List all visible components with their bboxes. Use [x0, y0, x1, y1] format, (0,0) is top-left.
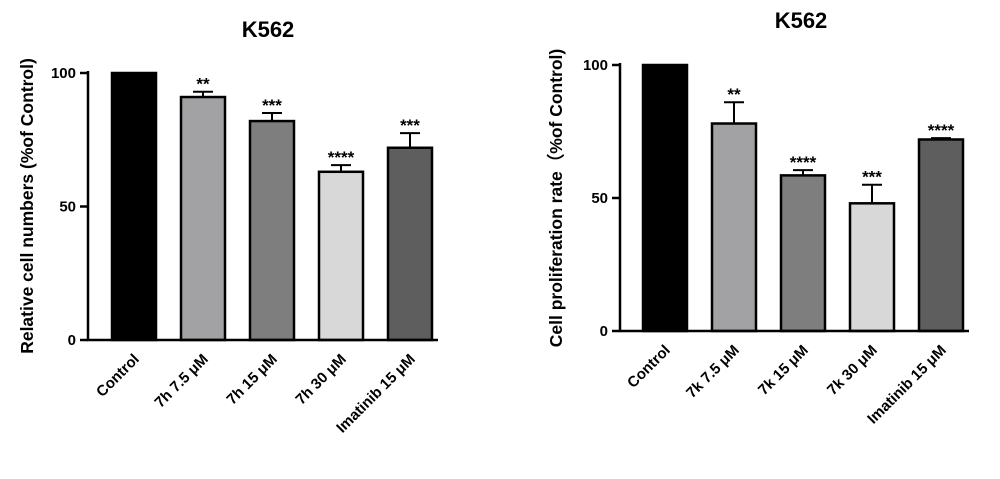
y-tick-label: 50	[59, 199, 76, 216]
y-tick-label: 50	[591, 190, 608, 207]
significance-label: **	[727, 85, 741, 104]
category-label: 7h 7.5 μM	[151, 351, 211, 411]
chart-left: K562 Relative cell numbers (%of Control) C…	[17, 17, 438, 437]
category-label: 7k 30 μM	[824, 342, 881, 399]
significance-label: ****	[328, 148, 355, 167]
significance-label: ***	[400, 116, 420, 135]
significance-label: ****	[928, 121, 955, 140]
y-tick-label: 0	[600, 323, 608, 340]
significance-label: **	[196, 75, 210, 94]
bar-7k-30-m	[850, 203, 894, 331]
y-axis-label: Cell proliferation rate（%of Control)	[546, 49, 566, 347]
category-label: Control	[93, 351, 143, 401]
bar-7h-30-m	[319, 172, 363, 340]
y-tick-label: 100	[583, 57, 608, 74]
y-axis-label: Relative cell numbers (%of Control)	[17, 58, 37, 354]
chart-title: K562	[242, 17, 295, 42]
significance-label: ****	[790, 153, 817, 172]
category-label: 7k 15 μM	[755, 342, 812, 399]
y-tick-label: 100	[51, 65, 76, 82]
category-label: 7h 15 μM	[223, 351, 280, 408]
bar-imatinib-15-m	[388, 148, 432, 340]
chart-title: K562	[775, 8, 828, 33]
y-tick-label: 0	[68, 332, 76, 349]
chart-right: K562 Cell proliferation rate（%of Control)…	[546, 8, 969, 428]
category-label: Control	[624, 342, 674, 392]
bar-7h-7-5-m	[181, 97, 225, 340]
significance-label: ***	[262, 96, 282, 115]
category-label: 7h 30 μM	[292, 351, 349, 408]
bar-control	[643, 65, 687, 331]
bar-7k-7-5-m	[712, 124, 756, 331]
bar-7h-15-m	[250, 121, 294, 340]
category-label: 7k 7.5 μM	[683, 342, 743, 402]
significance-label: ***	[862, 168, 882, 187]
bar-control	[112, 73, 156, 340]
bar-7k-15-m	[781, 175, 825, 331]
bar-imatinib-15-m	[919, 139, 963, 331]
